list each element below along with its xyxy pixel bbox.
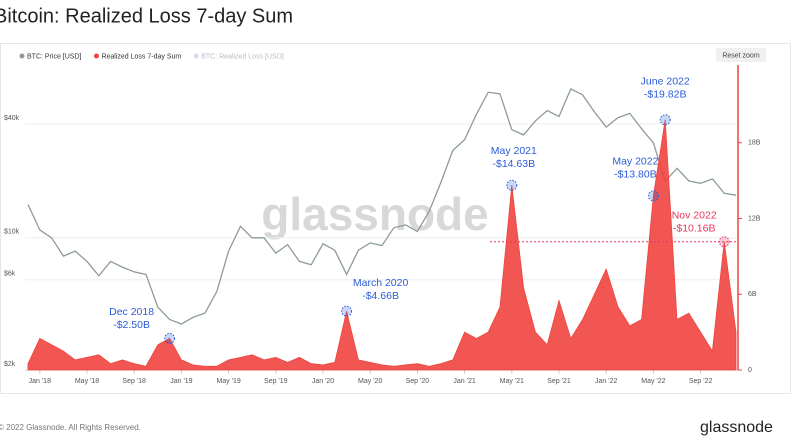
annotation-title: May 2022 xyxy=(612,156,658,168)
x-tick-label: May '19 xyxy=(216,378,240,385)
loss-area xyxy=(27,119,737,371)
x-tick-label: Jan '22 xyxy=(595,378,617,385)
annotation-marker xyxy=(164,332,176,344)
annotation-title: June 2022 xyxy=(641,76,690,88)
annotation-label: -$4.66B xyxy=(362,290,399,302)
y2-tick-label: 0 xyxy=(748,367,752,374)
price-line xyxy=(27,87,737,325)
y-tick-label: $40k xyxy=(4,115,20,122)
annotation-title: May 2021 xyxy=(491,145,537,157)
legend-marker xyxy=(93,53,99,59)
reset-zoom-label[interactable]: Reset zoom xyxy=(722,52,760,59)
logo: glassnode xyxy=(700,419,773,436)
x-tick-label: Jan '21 xyxy=(453,378,475,385)
legend-label: BTC: Price [USD] xyxy=(27,53,82,60)
x-tick-label: May '20 xyxy=(358,378,382,385)
x-tick-label: May '21 xyxy=(500,378,524,385)
chart-title: Bitcoin: Realized Loss 7-day Sum xyxy=(0,5,293,27)
reset-zoom-button[interactable] xyxy=(716,48,766,62)
x-tick-label: Sep '20 xyxy=(406,378,430,385)
annotation-title: March 2020 xyxy=(353,277,409,289)
watermark: glassnode xyxy=(261,188,489,240)
annotation-label: -$2.50B xyxy=(113,319,150,331)
annotation-label: -$10.16B xyxy=(673,223,716,235)
annotation-marker xyxy=(659,114,671,126)
x-tick-label: Jan '18 xyxy=(29,378,51,385)
annotation-title: Dec 2018 xyxy=(109,306,154,318)
annotation-label: -$19.82B xyxy=(644,89,687,101)
y2-tick-label: 18B xyxy=(748,140,761,147)
legend-marker xyxy=(193,53,199,59)
legend-marker xyxy=(19,53,25,59)
x-tick-label: May '18 xyxy=(75,378,99,385)
x-tick-label: May '22 xyxy=(641,378,665,385)
y2-tick-label: 12B xyxy=(748,215,761,222)
annotation-label: -$13.80B xyxy=(614,169,657,181)
x-tick-label: Jan '19 xyxy=(170,378,192,385)
y2-tick-label: 6B xyxy=(748,291,757,298)
annotation-marker xyxy=(506,179,518,191)
annotation-label: -$14.63B xyxy=(492,158,535,170)
y-tick-label: $10k xyxy=(4,229,20,236)
panel xyxy=(0,43,791,394)
footer: © 2022 Glassnode. All Rights Reserved. xyxy=(0,423,141,432)
annotation-marker xyxy=(647,190,659,202)
legend-label: Realized Loss 7-day Sum xyxy=(101,53,181,60)
annotation-marker xyxy=(718,236,730,248)
x-tick-label: Jan '20 xyxy=(312,378,334,385)
x-tick-label: Sep '21 xyxy=(547,378,571,385)
x-tick-label: Sep '19 xyxy=(264,378,288,385)
annotation-title: Nov 2022 xyxy=(672,210,717,222)
annotation-marker xyxy=(341,305,353,317)
x-tick-label: Sep '22 xyxy=(689,378,713,385)
legend-label: BTC: Realized Loss [USD] xyxy=(201,53,284,60)
x-tick-label: Sep '18 xyxy=(122,378,146,385)
y-tick-label: $2k xyxy=(4,361,16,368)
y-tick-label: $6k xyxy=(4,271,16,278)
